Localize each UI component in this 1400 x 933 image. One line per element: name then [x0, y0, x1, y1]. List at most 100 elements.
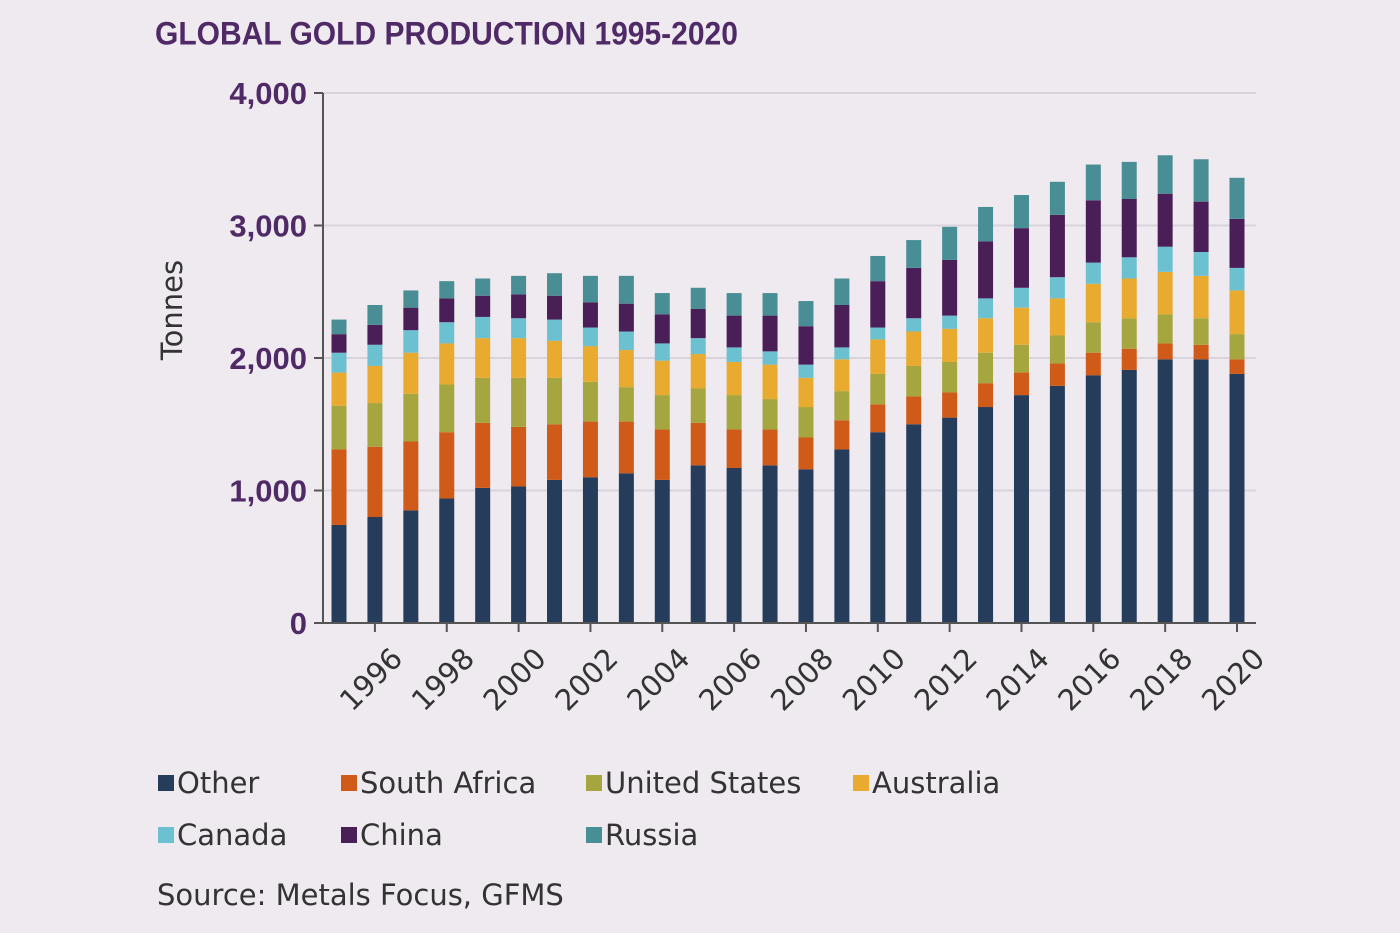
bar-segment-united-states-2014 [1013, 344, 1029, 373]
bar-segment-south-africa-2010 [870, 404, 886, 433]
bar-segment-australia-1999 [475, 338, 491, 378]
bar-segment-south-africa-2003 [618, 421, 634, 474]
bar-segment-other-2009 [834, 449, 850, 623]
bar-segment-canada-1998 [439, 322, 455, 344]
bar-segment-other-2000 [511, 486, 527, 623]
bar-segment-australia-2020 [1229, 290, 1245, 335]
bar-segment-china-2019 [1193, 201, 1209, 252]
bar-segment-australia-2016 [1085, 283, 1101, 323]
bar-segment-other-2001 [547, 479, 563, 623]
bar-segment-russia-2008 [798, 301, 814, 327]
bar-segment-united-states-1995 [331, 405, 347, 450]
bar-segment-canada-2020 [1229, 267, 1245, 291]
bar-segment-other-1995 [331, 524, 347, 623]
bar-segment-russia-2004 [654, 293, 670, 315]
legend-item-other: Other [158, 766, 259, 800]
y-tick-label: 2,000 [229, 341, 307, 376]
legend-label: United States [605, 766, 802, 800]
bar-segment-russia-2014 [1013, 195, 1029, 229]
bar-segment-canada-2016 [1085, 262, 1101, 284]
bar-segment-australia-2004 [654, 360, 670, 396]
bar-segment-united-states-2003 [618, 387, 634, 422]
bar-segment-other-1998 [439, 498, 455, 623]
legend-label: Russia [605, 818, 699, 852]
bar-segment-australia-2008 [798, 377, 814, 408]
bar-segment-china-2018 [1157, 193, 1173, 247]
bar-segment-china-2020 [1229, 218, 1245, 268]
bar-segment-russia-2001 [547, 273, 563, 296]
bar-segment-china-2001 [547, 295, 563, 320]
bar-segment-china-2005 [690, 308, 706, 339]
bar-segment-china-1997 [403, 307, 419, 331]
legend-swatch [586, 827, 602, 843]
bar-segment-australia-2013 [978, 318, 994, 353]
bar-segment-russia-2017 [1121, 161, 1137, 199]
bar-segment-united-states-1998 [439, 384, 455, 433]
bar-segment-australia-2018 [1157, 271, 1173, 315]
bar-segment-united-states-2015 [1049, 335, 1065, 364]
legend-swatch [853, 775, 869, 791]
bar-segment-russia-2011 [906, 240, 922, 268]
legend-swatch [586, 775, 602, 791]
x-tick-label: 2008 [764, 641, 840, 717]
bar-segment-canada-2003 [618, 331, 634, 351]
bar-segment-russia-2013 [978, 206, 994, 242]
bar-segment-russia-2003 [618, 275, 634, 304]
bar-segment-south-africa-1998 [439, 432, 455, 499]
chart-title: GLOBAL GOLD PRODUCTION 1995-2020 [155, 16, 738, 53]
bar-segment-australia-2006 [726, 361, 742, 396]
bar-segment-other-2003 [618, 473, 634, 623]
bar-segment-united-states-1999 [475, 377, 491, 423]
legend-label: Canada [177, 818, 288, 852]
bar-segment-united-states-2009 [834, 391, 850, 421]
bar-segment-south-africa-2016 [1085, 352, 1101, 376]
y-tick-labels: 0 1,000 2,000 3,000 4,000 [229, 76, 307, 641]
bar-segment-other-2012 [942, 417, 958, 623]
bar-segment-south-africa-2017 [1121, 348, 1137, 370]
bar-segment-australia-1998 [439, 343, 455, 385]
bar-segment-russia-2020 [1229, 177, 1245, 219]
bar-segment-united-states-2002 [582, 381, 598, 422]
legend-swatch [158, 775, 174, 791]
y-tick-label: 0 [290, 606, 307, 641]
bar-segment-united-states-2010 [870, 373, 886, 405]
bar-segment-south-africa-2014 [1013, 372, 1029, 396]
bar-segment-united-states-2006 [726, 395, 742, 430]
bar-segment-south-africa-2004 [654, 429, 670, 480]
bar-segment-other-2017 [1121, 369, 1137, 623]
bar-segment-china-2015 [1049, 214, 1065, 278]
bar-segment-australia-2011 [906, 331, 922, 366]
x-tick-label: 2018 [1123, 641, 1199, 717]
bar-segment-south-africa-2015 [1049, 363, 1065, 386]
x-tick-label: 2004 [620, 641, 696, 717]
bar-segment-australia-2015 [1049, 298, 1065, 336]
bar-segment-russia-2002 [582, 275, 598, 303]
bar-segment-south-africa-2007 [762, 429, 778, 466]
bar-segment-united-states-2017 [1121, 318, 1137, 349]
bar-segment-south-africa-1997 [403, 441, 419, 511]
bar-segment-australia-2007 [762, 364, 778, 400]
bar-segment-china-2003 [618, 303, 634, 332]
x-tick-label: 2012 [908, 641, 984, 717]
bar-segment-other-2019 [1193, 359, 1209, 623]
bar-segment-russia-2000 [511, 275, 527, 295]
bar-segment-russia-2010 [870, 255, 886, 282]
x-tick-labels: 1996199820002002200420062008201020122014… [333, 623, 1271, 717]
x-tick-label: 2020 [1195, 641, 1271, 717]
x-tick-label: 2002 [548, 641, 624, 717]
y-tick-label: 4,000 [229, 76, 307, 111]
bar-segment-united-states-2000 [511, 377, 527, 427]
bar-segment-united-states-2018 [1157, 314, 1173, 344]
x-tick-label: 2014 [979, 641, 1055, 717]
bar-segment-other-2018 [1157, 359, 1173, 623]
bar-segment-united-states-2011 [906, 365, 922, 397]
bar-segment-south-africa-2009 [834, 420, 850, 450]
bar-segment-canada-1999 [475, 316, 491, 339]
bar-segment-canada-2017 [1121, 257, 1137, 279]
bar-segment-australia-1997 [403, 352, 419, 394]
bar-segment-china-1999 [475, 295, 491, 317]
legend-item-south-africa: South Africa [341, 766, 536, 800]
bar-segment-canada-1996 [367, 344, 383, 366]
bar-segment-other-2008 [798, 469, 814, 623]
legend: Other South Africa United States Australia C… [158, 760, 1058, 870]
